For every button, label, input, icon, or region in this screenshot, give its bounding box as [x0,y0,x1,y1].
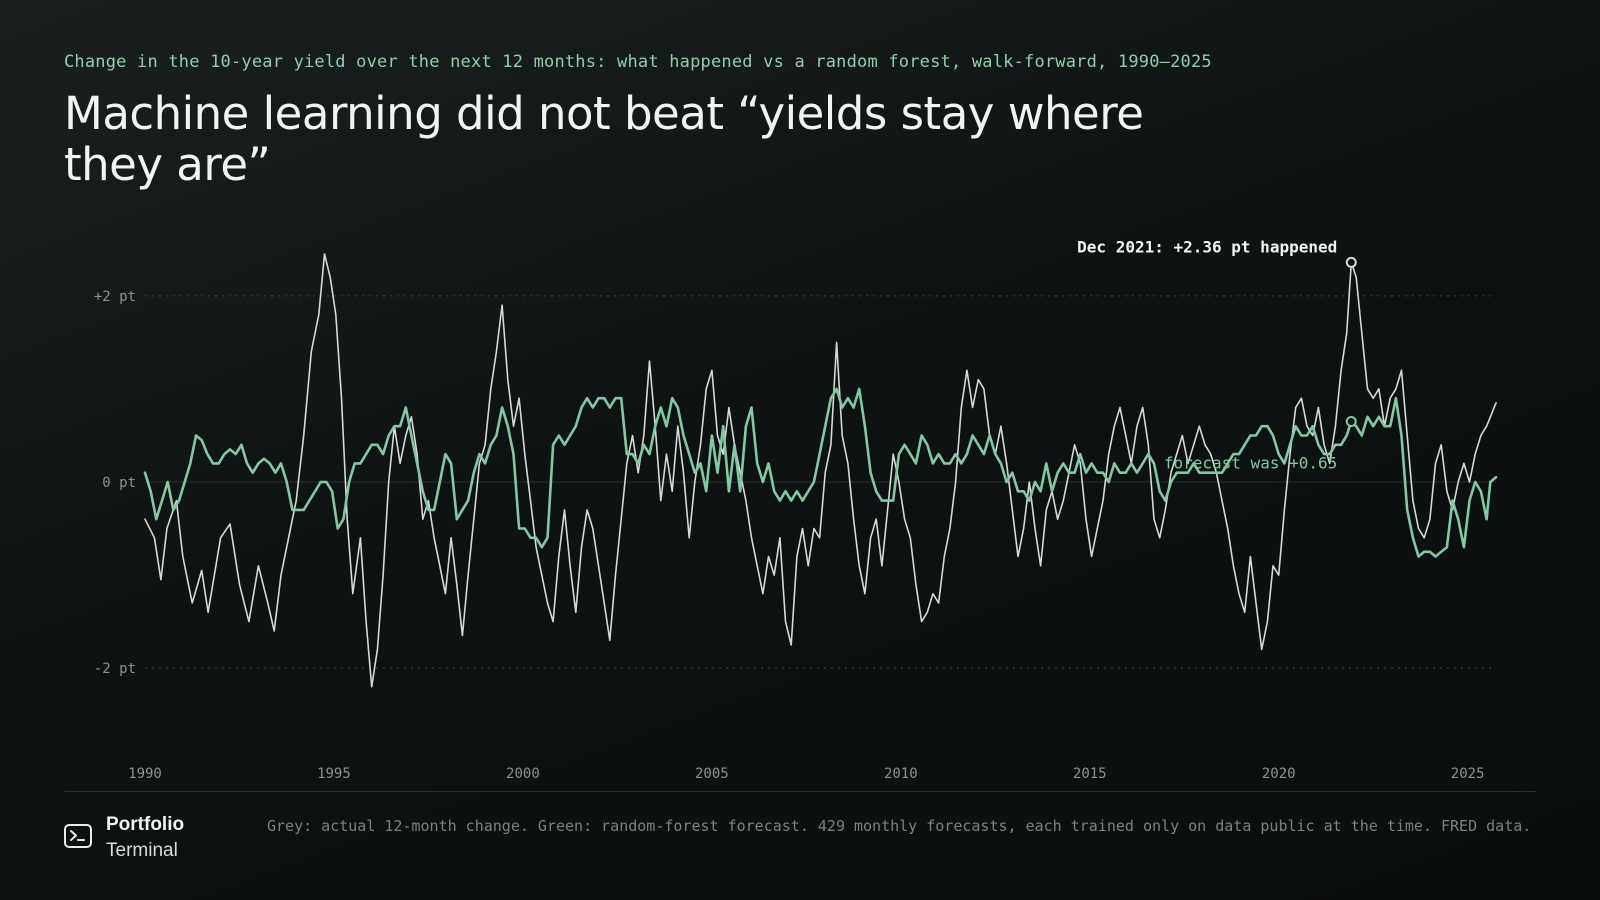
brand-tagline: Terminal [106,840,178,861]
brand-name: Portfolio [106,814,185,835]
forecast-series-line [143,387,1498,558]
chart-subtitle: Change in the 10-year yield over the nex… [64,52,1212,72]
x-tick-label: 2015 [1073,766,1107,782]
x-tick-label: 2025 [1451,766,1485,782]
terminal-prompt-glyph [70,830,85,841]
terminal-icon [64,824,92,848]
y-tick-label: -2 pt [94,661,136,677]
brand-logo[interactable]: Portfolio Terminal [64,812,184,864]
x-tick-label: 1995 [317,766,351,782]
actual-series-line [144,253,1497,688]
x-tick-label: 2020 [1262,766,1296,782]
x-tick-label: 2000 [506,766,540,782]
y-tick-label: +2 pt [94,289,136,305]
forecast-marker [1345,416,1357,427]
forecast-annotation-label: forecast was +0.65 [1164,454,1337,473]
y-tick-label: 0 pt [102,475,136,491]
chart-title: Machine learning did not beat “yields st… [64,87,1144,191]
x-tick-label: 1990 [128,766,162,782]
x-tick-label: 2010 [884,766,918,782]
footer-note: Grey: actual 12-month change. Green: ran… [267,817,1532,835]
footer-divider [64,791,1536,792]
peak-marker [1345,256,1357,268]
x-tick-label: 2005 [695,766,729,782]
peak-annotation-label: Dec 2021: +2.36 pt happened [1077,237,1337,256]
